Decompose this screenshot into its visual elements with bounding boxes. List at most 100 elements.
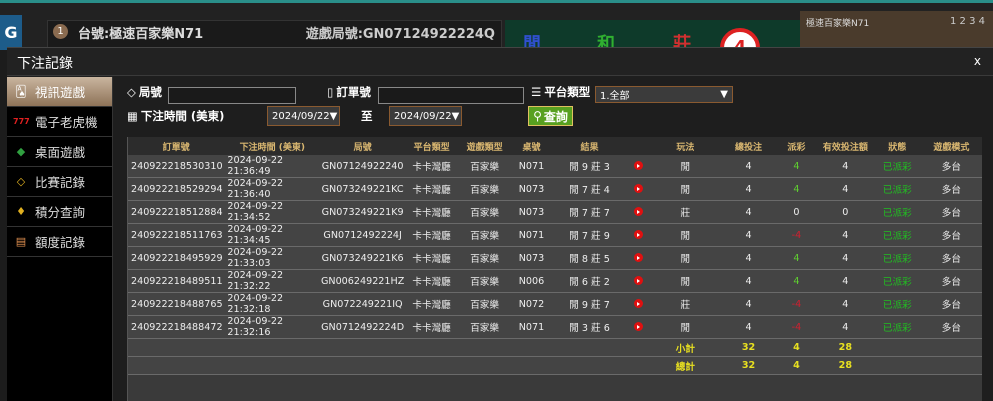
to-label: 至 xyxy=(361,109,373,123)
sidebar-item-slots[interactable]: 777 電子老虎機 xyxy=(7,107,112,137)
table-number: N072 xyxy=(511,292,552,316)
table-row[interactable]: 240922218511763 2024-09-22 21:34:45 GN0712… xyxy=(128,223,982,247)
result: 閒 3 莊 6 xyxy=(551,315,628,339)
time-label: ▦ 下注時間 (美東) xyxy=(127,108,224,124)
status: 已派彩 xyxy=(873,246,921,270)
result: 閒 9 莊 7 xyxy=(551,292,628,316)
background-game: G 1 台號:極速百家樂N71 遊戲局號:GN07124922224Q 閒 和 … xyxy=(0,0,993,68)
table-number: N073 xyxy=(511,200,552,224)
table-row[interactable]: 240922218529294 2024-09-22 21:36:40 GN0732… xyxy=(128,177,982,201)
round-number: GN0712492224D xyxy=(320,315,406,339)
time-label-text: 下注時間 (美東) xyxy=(140,109,225,123)
bet-record-modal: 下注記錄 x 🂡 視訊遊戲 777 電子老虎機 ◆ 桌面遊戲 ◇ 比賽記錄 ♦ 積分查詢 … xyxy=(7,47,993,401)
table-row[interactable]: 240922218512884 2024-09-22 21:34:52 GN0732… xyxy=(128,200,982,224)
date-to: 2024/09/22 xyxy=(394,110,452,122)
status: 已派彩 xyxy=(873,177,921,201)
order-label: ▯ 訂單號 xyxy=(327,84,371,100)
sidebar-item-label: 視訊遊戲 xyxy=(35,85,86,100)
replay-cell xyxy=(627,155,650,178)
replay-cell xyxy=(627,269,650,293)
table-row[interactable]: 240922218488765 2024-09-22 21:32:18 GN0722… xyxy=(128,292,982,316)
table-row[interactable]: 240922218530310 2024-09-22 21:36:49 GN0712… xyxy=(128,155,982,178)
column-header xyxy=(627,137,650,155)
replay-cell xyxy=(627,292,650,316)
column-header: 總投注 xyxy=(721,137,777,155)
game-type: 百家樂 xyxy=(458,200,512,224)
play-video-icon[interactable] xyxy=(633,253,643,262)
total-bet: 4 xyxy=(721,223,777,247)
date-from-select[interactable]: 2024/09/22 ▼ xyxy=(267,106,340,126)
order-number: 240922218488472 xyxy=(128,315,225,339)
total-row: 總計 32 4 28 xyxy=(128,356,982,375)
bet-area: 閒 和 莊 xyxy=(505,20,835,55)
total-bet: 4 xyxy=(721,315,777,339)
payout: -4 xyxy=(776,315,817,339)
play-video-icon[interactable] xyxy=(633,184,643,193)
replay-cell xyxy=(627,223,650,247)
valid-bet: 4 xyxy=(816,246,874,270)
table-number: N071 xyxy=(511,223,552,247)
valid-bet: 0 xyxy=(816,200,874,224)
round-input[interactable] xyxy=(168,87,296,104)
table-row[interactable]: 240922218495929 2024-09-22 21:33:03 GN0732… xyxy=(128,246,982,270)
play-video-icon[interactable] xyxy=(633,161,643,170)
play-video-icon[interactable] xyxy=(633,299,643,308)
sidebar-item-table-games[interactable]: ◆ 桌面遊戲 xyxy=(7,137,112,167)
platform: 卡卡灣廳 xyxy=(405,155,459,178)
total-payout: 4 xyxy=(776,356,817,375)
order-input[interactable] xyxy=(378,87,524,104)
table-number: 1 xyxy=(53,24,68,39)
platform-select[interactable]: 1.全部 ▼ xyxy=(595,86,733,103)
platform-label: ☰ 平台類型 xyxy=(531,84,590,100)
valid-bet: 4 xyxy=(816,223,874,247)
bet-side: 閒 xyxy=(649,315,722,339)
game-mode: 多台 xyxy=(920,246,982,270)
table-row[interactable]: 240922218489511 2024-09-22 21:32:22 GN0062… xyxy=(128,269,982,293)
game-mode: 多台 xyxy=(920,155,982,178)
slot-777-icon: 777 xyxy=(13,116,30,126)
column-header: 結果 xyxy=(551,137,628,155)
sidebar-item-points[interactable]: ♦ 積分查詢 xyxy=(7,197,112,227)
sidebar: 🂡 視訊遊戲 777 電子老虎機 ◆ 桌面遊戲 ◇ 比賽記錄 ♦ 積分查詢 ▤ 額度記錄 xyxy=(7,77,113,401)
column-header: 局號 xyxy=(320,137,406,155)
table-row[interactable]: 240922218488472 2024-09-22 21:32:16 GN0712… xyxy=(128,315,982,339)
order-number: 240922218529294 xyxy=(128,177,225,201)
play-video-icon[interactable] xyxy=(633,207,643,216)
clipboard-icon: ▯ xyxy=(327,85,334,99)
round-number: GN07124922240 xyxy=(320,155,406,178)
date-to-select[interactable]: 2024/09/22 ▼ xyxy=(389,106,462,126)
result: 閒 8 莊 5 xyxy=(551,246,628,270)
round-number: GN006249221HZ xyxy=(320,269,406,293)
total-bet: 4 xyxy=(721,200,777,224)
valid-bet: 4 xyxy=(816,315,874,339)
valid-bet: 4 xyxy=(816,177,874,201)
replay-cell xyxy=(627,315,650,339)
game-type: 百家樂 xyxy=(458,177,512,201)
payout: 4 xyxy=(776,246,817,270)
sidebar-item-live-games[interactable]: 🂡 視訊遊戲 xyxy=(7,77,112,107)
sidebar-item-credit-records[interactable]: ▤ 額度記錄 xyxy=(7,227,112,257)
spacer xyxy=(873,338,921,357)
spacer xyxy=(920,338,982,357)
search-button[interactable]: ⚲ 查詢 xyxy=(528,106,573,126)
column-header: 平台類型 xyxy=(405,137,459,155)
column-header: 有效投注額 xyxy=(816,137,874,155)
table-name: 台號:極速百家樂N71 xyxy=(78,27,204,42)
camera-title: 極速百家樂N71 xyxy=(806,19,870,29)
play-video-icon[interactable] xyxy=(633,322,643,331)
sidebar-item-label: 桌面遊戲 xyxy=(35,145,86,160)
total-bet: 4 xyxy=(721,246,777,270)
game-type: 百家樂 xyxy=(458,315,512,339)
play-video-icon[interactable] xyxy=(633,276,643,285)
platform: 卡卡灣廳 xyxy=(405,269,459,293)
sidebar-item-label: 額度記錄 xyxy=(35,235,86,250)
payout: 4 xyxy=(776,269,817,293)
column-header: 派彩 xyxy=(776,137,817,155)
play-video-icon[interactable] xyxy=(633,230,643,239)
total-bet: 32 xyxy=(721,356,777,375)
valid-bet: 4 xyxy=(816,292,874,316)
sidebar-item-match-records[interactable]: ◇ 比賽記錄 xyxy=(7,167,112,197)
total-bet: 4 xyxy=(721,177,777,201)
close-button[interactable]: x xyxy=(973,54,981,68)
bet-side: 閒 xyxy=(649,269,722,293)
